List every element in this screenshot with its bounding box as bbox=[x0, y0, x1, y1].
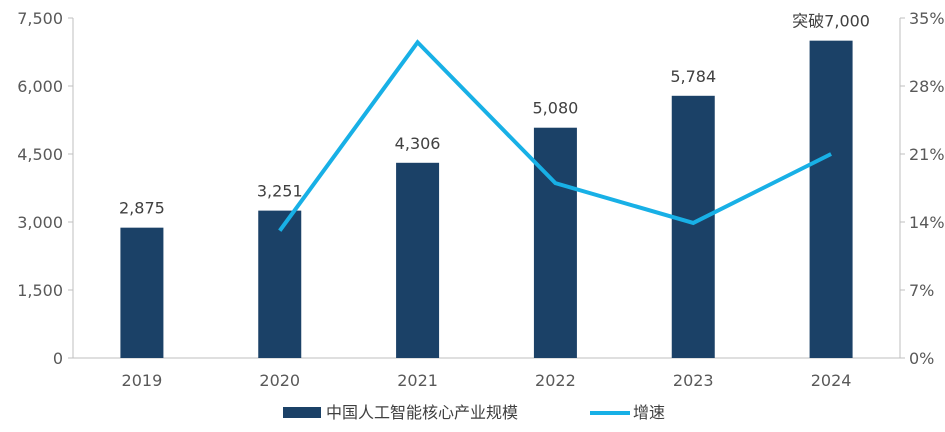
bar-data-label: 突破7,000 bbox=[792, 12, 870, 31]
bar-data-label: 5,080 bbox=[533, 99, 579, 118]
bar-data-label: 5,784 bbox=[670, 67, 716, 86]
right-tick-label: 28% bbox=[909, 77, 945, 96]
right-tick-label: 7% bbox=[909, 281, 934, 300]
right-tick-label: 14% bbox=[909, 213, 945, 232]
x-tick-label: 2020 bbox=[259, 371, 300, 390]
left-tick-label: 7,500 bbox=[17, 9, 63, 28]
bar bbox=[533, 127, 577, 358]
right-tick-label: 21% bbox=[909, 145, 945, 164]
x-tick-label: 2023 bbox=[673, 371, 714, 390]
bar-data-label: 4,306 bbox=[395, 134, 441, 153]
bar-series bbox=[120, 40, 853, 359]
bar bbox=[258, 210, 302, 358]
bar bbox=[396, 162, 440, 358]
left-tick-label: 3,000 bbox=[17, 213, 63, 232]
axes: 0 1,500 3,000 4,500 6,000 7,500 0% 7% 14% 21% 28% 3… bbox=[17, 9, 944, 390]
x-tick-label: 2024 bbox=[811, 371, 852, 390]
data-labels: 2,875 3,251 4,306 5,080 5,784 突破7,000 bbox=[119, 12, 870, 218]
legend-label-bar: 中国人工智能核心产业规模 bbox=[326, 403, 518, 422]
x-tick-label: 2022 bbox=[535, 371, 576, 390]
legend-label-line: 增速 bbox=[633, 403, 665, 422]
bar bbox=[809, 40, 853, 359]
left-tick-label: 1,500 bbox=[17, 281, 63, 300]
left-tick-label: 6,000 bbox=[17, 77, 63, 96]
left-tick-label: 0 bbox=[53, 349, 63, 368]
left-tick-label: 4,500 bbox=[17, 145, 63, 164]
line-series bbox=[278, 39, 832, 232]
x-tick-label: 2019 bbox=[122, 371, 163, 390]
legend: 中国人工智能核心产业规模 增速 bbox=[283, 403, 665, 422]
right-tick-label: 0% bbox=[909, 349, 934, 368]
bar-data-label: 3,251 bbox=[257, 182, 303, 201]
bar-data-label: 2,875 bbox=[119, 199, 165, 218]
right-tick-label: 35% bbox=[909, 9, 945, 28]
growth-line bbox=[278, 39, 832, 232]
bar bbox=[120, 227, 164, 358]
x-tick-label: 2021 bbox=[397, 371, 438, 390]
bar bbox=[671, 95, 715, 359]
legend-swatch-bar bbox=[283, 407, 321, 418]
